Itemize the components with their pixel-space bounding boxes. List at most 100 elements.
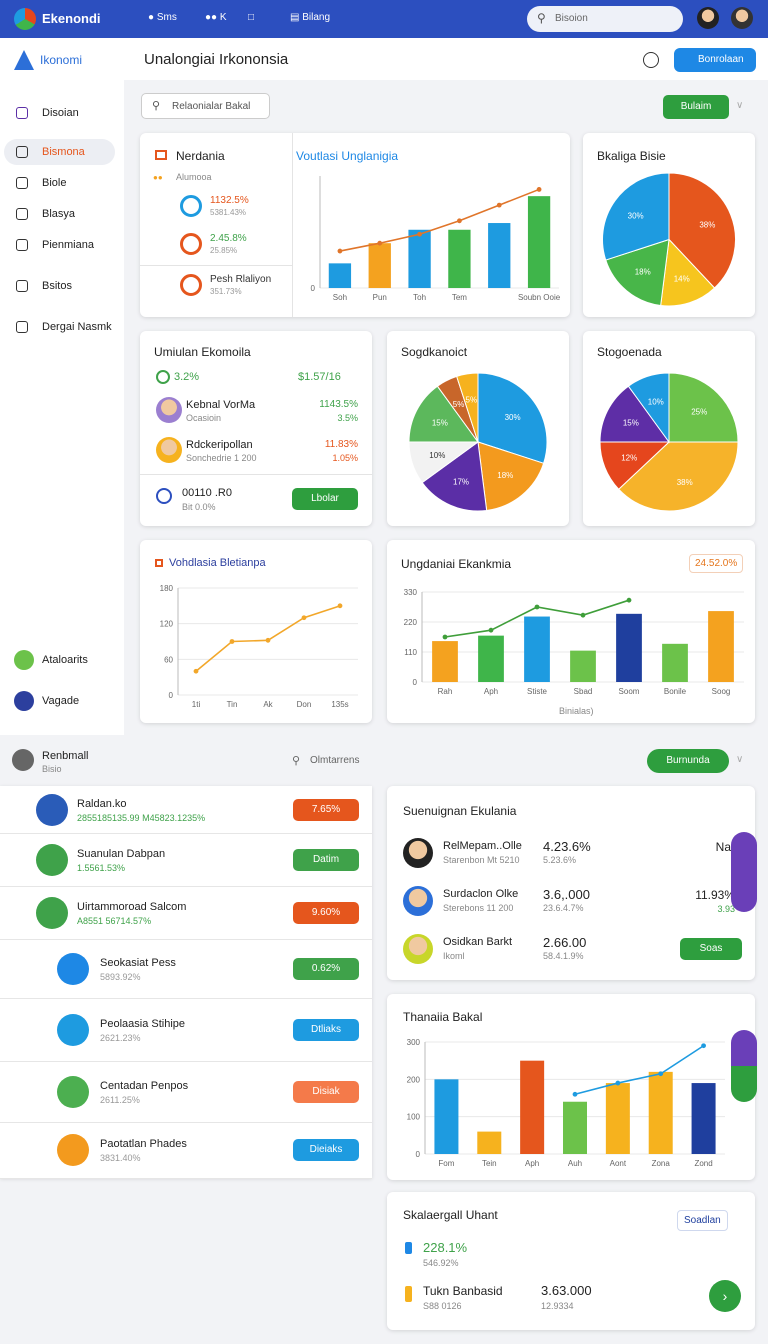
row-divider bbox=[0, 1061, 372, 1062]
x-tick-label: Stiste bbox=[527, 687, 548, 696]
nav-item[interactable]: ● Sms bbox=[148, 12, 177, 23]
pie-chart: 38% 14% 18% 30% bbox=[602, 172, 736, 307]
badge: 24.52.0% bbox=[689, 554, 744, 573]
row-divider bbox=[0, 886, 372, 887]
x-tick-label: 135s bbox=[331, 700, 348, 709]
row-button[interactable]: Disiak bbox=[293, 1080, 359, 1103]
chart-title: Sogdkanoict bbox=[401, 345, 468, 359]
section-button[interactable]: Burnunda bbox=[647, 749, 729, 773]
toolbar-search[interactable]: ⚲ Relaonialar Bakal bbox=[141, 93, 270, 119]
pie-slice bbox=[421, 441, 488, 512]
person-role: Sonchedrie 1 200 bbox=[186, 453, 257, 463]
floating-pill[interactable] bbox=[731, 832, 757, 912]
toolbar-button[interactable]: Bulaim bbox=[663, 95, 729, 119]
dropdown[interactable]: ∨ bbox=[736, 754, 744, 765]
item-value: 1132.5% bbox=[210, 195, 249, 206]
nav-label[interactable]: Bismona bbox=[42, 146, 85, 158]
slice-label: 5% bbox=[466, 396, 478, 405]
row-button[interactable]: 9.60% bbox=[293, 901, 359, 924]
y-tick-label: 330 bbox=[404, 588, 418, 597]
row-button[interactable]: 7.65% bbox=[293, 798, 359, 821]
nav-label[interactable]: Vagade bbox=[42, 695, 80, 707]
nav-item[interactable]: ▤ Bilang bbox=[290, 12, 331, 23]
badge[interactable]: Soadlan bbox=[677, 1210, 728, 1231]
chart-title: Voutlasi Unglanigia bbox=[296, 149, 399, 163]
x-tick-label: Toh bbox=[413, 293, 426, 302]
nav-label[interactable]: Biole bbox=[42, 177, 67, 189]
bar bbox=[328, 263, 352, 288]
slice-label: 38% bbox=[677, 478, 693, 487]
footer-icon bbox=[14, 650, 34, 670]
row-button[interactable]: 0.62% bbox=[293, 957, 359, 980]
row-sub: 2855185135.99 M45823.1235% bbox=[77, 812, 206, 823]
item-list: Raldan.ko 2855185135.99 M45823.1235% 7.65%… bbox=[0, 786, 372, 1179]
nav-label[interactable]: Ataloarits bbox=[42, 654, 88, 666]
nav-label[interactable]: Bsitos bbox=[42, 280, 72, 292]
avatar[interactable] bbox=[731, 7, 753, 29]
bar bbox=[616, 613, 642, 682]
nav-item[interactable]: □ bbox=[248, 12, 255, 23]
row-title: Peolaasia Stihipe bbox=[100, 1017, 186, 1030]
card-title: Nerdania bbox=[176, 149, 225, 163]
x-tick-label: Fom bbox=[438, 1159, 454, 1168]
marker bbox=[405, 1286, 412, 1302]
line-marker bbox=[488, 627, 494, 633]
pie-slice bbox=[660, 238, 716, 307]
search-text[interactable]: Olmtarrens bbox=[310, 755, 360, 766]
divider bbox=[140, 265, 292, 266]
line-card: Vohdlasia Bletianpa 0 60 120 180 1ti Tin Ak Don… bbox=[140, 540, 372, 723]
nav-label[interactable]: Disoian bbox=[42, 107, 79, 119]
row-sub: 3831.40% bbox=[100, 1153, 141, 1163]
go-button[interactable]: › bbox=[709, 1280, 741, 1312]
chart-title: Stogoenada bbox=[597, 345, 662, 359]
section-title: Renbmall bbox=[42, 750, 89, 762]
bar bbox=[520, 1060, 545, 1154]
item-icon bbox=[180, 233, 202, 255]
logo-icon bbox=[14, 50, 34, 70]
pie-slice bbox=[627, 372, 670, 444]
contact-role: Sterebons 11 200 bbox=[443, 903, 514, 913]
settings-icon[interactable] bbox=[643, 52, 659, 68]
x-tick-label: Bonile bbox=[664, 687, 687, 696]
bar-line-chart: 0 Soh Pun Toh Tem Soubn Ooie bbox=[311, 176, 561, 302]
row-button[interactable]: Dieiaks bbox=[293, 1139, 359, 1161]
slice-label: 15% bbox=[432, 419, 448, 428]
card-title: Skalaergall Uhant bbox=[403, 1208, 498, 1222]
y-tick-label: 0 bbox=[416, 1150, 421, 1159]
y-tick-label: 0 bbox=[413, 678, 418, 687]
nav-item[interactable]: ●● K bbox=[205, 12, 227, 23]
contact-value: 2.66.00 bbox=[543, 935, 587, 950]
line-marker bbox=[442, 634, 448, 640]
row-divider bbox=[0, 1122, 372, 1123]
row-button[interactable]: Dtliaks bbox=[293, 1018, 359, 1041]
search-box[interactable]: ⚲ Bisoion bbox=[527, 6, 683, 32]
nav-label[interactable]: Dergai Nasmk bbox=[42, 321, 112, 333]
header-button[interactable]: Bonrolaan bbox=[674, 48, 756, 72]
avatar[interactable] bbox=[697, 7, 719, 29]
row-button[interactable]: Datim bbox=[293, 848, 359, 871]
row-title: Uirtammoroad Salcom bbox=[77, 900, 187, 913]
bar bbox=[434, 1079, 459, 1154]
page-title: Unalongiai Irkononsia bbox=[144, 51, 289, 68]
nav-label[interactable]: Pienmiana bbox=[42, 239, 94, 251]
nav-label[interactable]: Blasya bbox=[42, 208, 76, 220]
contacts-card: Suenuignan Ekulania RelMepam..Olle Staren… bbox=[387, 786, 755, 980]
y-tick-label: 120 bbox=[160, 620, 174, 629]
footer-button[interactable]: Lbolar bbox=[292, 488, 358, 510]
row-title: Centadan Penpos bbox=[100, 1079, 189, 1092]
bar bbox=[648, 1071, 673, 1154]
pie-slice bbox=[456, 372, 479, 443]
y-tick-label: 180 bbox=[160, 584, 174, 593]
x-tick-label: Soom bbox=[619, 687, 640, 696]
contact-button[interactable]: Soas bbox=[680, 938, 742, 960]
row-divider bbox=[0, 939, 372, 940]
contact-extra-sub: 3.93 bbox=[717, 904, 735, 914]
x-tick-label: 1ti bbox=[192, 700, 201, 709]
floating-pill[interactable] bbox=[731, 1030, 757, 1102]
item-sub: 351.73% bbox=[210, 287, 242, 296]
y-tick-label: 100 bbox=[407, 1113, 421, 1122]
nav-icon bbox=[16, 208, 28, 220]
item-value: 2.45.8% bbox=[210, 233, 247, 244]
dropdown[interactable]: ∨ bbox=[736, 100, 744, 111]
